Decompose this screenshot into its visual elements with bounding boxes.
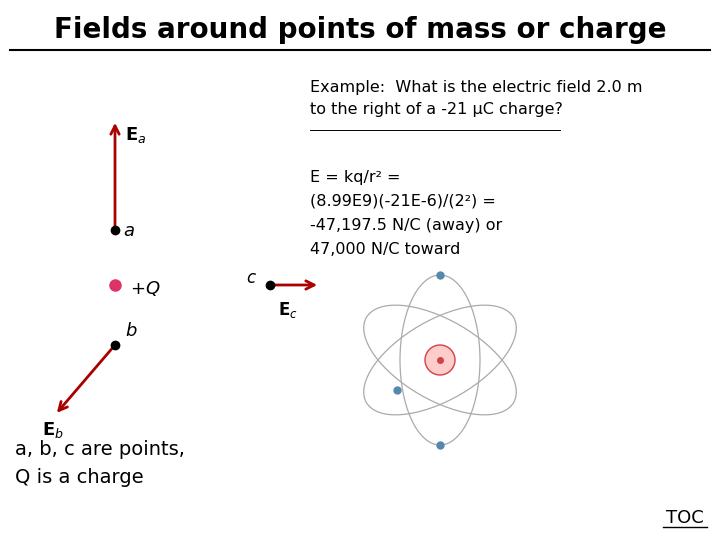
Text: E = kq/r² =: E = kq/r² = [310,170,400,185]
Text: (8.99E9)(-21E-6)/(2²) =: (8.99E9)(-21E-6)/(2²) = [310,194,496,209]
Text: a: a [123,222,134,240]
Text: TOC: TOC [666,509,704,527]
Text: c: c [246,269,255,287]
Text: $+Q$: $+Q$ [130,279,161,298]
Text: $\mathbf{E}_c$: $\mathbf{E}_c$ [278,300,298,320]
Text: a, b, c are points,: a, b, c are points, [15,440,185,459]
Text: Example:  What is the electric field 2.0 m: Example: What is the electric field 2.0 … [310,80,642,95]
Circle shape [425,345,455,375]
Text: 47,000 N/C toward: 47,000 N/C toward [310,242,460,257]
Text: b: b [125,322,136,340]
Text: to the right of a -21 μC charge?: to the right of a -21 μC charge? [310,102,563,117]
Text: -47,197.5 N/C (away) or: -47,197.5 N/C (away) or [310,218,503,233]
Text: Fields around points of mass or charge: Fields around points of mass or charge [54,16,666,44]
Text: $\mathbf{E}_b$: $\mathbf{E}_b$ [42,420,64,440]
Text: Q is a charge: Q is a charge [15,468,143,487]
Text: $\mathbf{E}_a$: $\mathbf{E}_a$ [125,125,146,145]
